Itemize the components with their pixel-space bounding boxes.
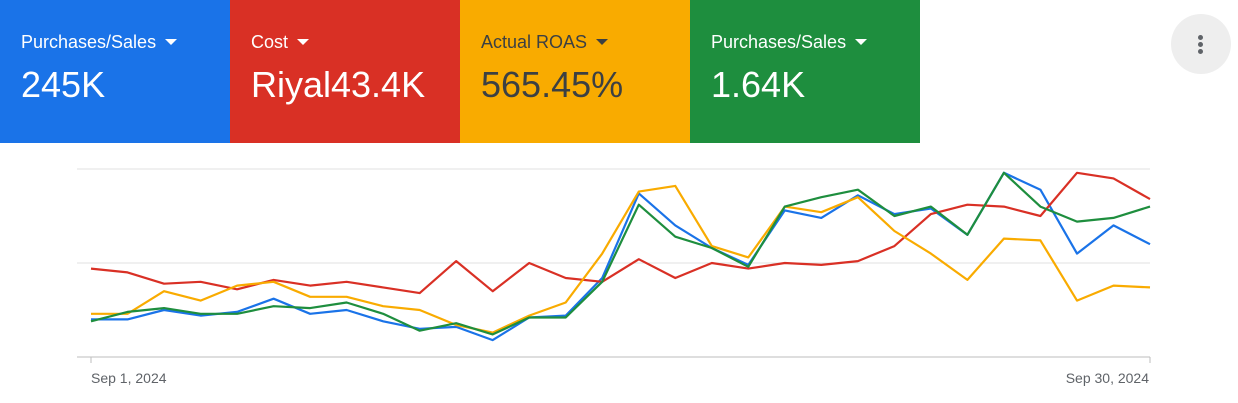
scorecard-cost[interactable]: Cost Riyal43.4K bbox=[230, 0, 460, 143]
scorecard-label: Actual ROAS bbox=[481, 32, 588, 52]
scorecard-value: 1.64K bbox=[711, 64, 806, 105]
series-line-1 bbox=[91, 171, 1151, 342]
x-tick-label-start: Sep 1, 2024 bbox=[91, 370, 167, 386]
chart-series bbox=[90, 171, 1151, 342]
caret-down-icon[interactable] bbox=[855, 39, 868, 45]
series-line-3 bbox=[91, 184, 1151, 334]
scorecard-label: Purchases/Sales bbox=[711, 32, 847, 52]
scorecard-label: Purchases/Sales bbox=[21, 32, 157, 52]
more-vert-icon bbox=[1198, 42, 1203, 47]
scorecard-purchases-sales[interactable]: Purchases/Sales 245K bbox=[0, 0, 230, 143]
caret-down-icon[interactable] bbox=[297, 39, 310, 45]
x-tick-label-end: Sep 30, 2024 bbox=[1066, 370, 1150, 386]
scorecard-row: Purchases/Sales 245K Cost Riyal43.4K Act… bbox=[0, 0, 920, 143]
scorecard-header[interactable]: Purchases/Sales bbox=[711, 30, 920, 54]
caret-down-icon[interactable] bbox=[165, 39, 178, 45]
scorecard-header[interactable]: Cost bbox=[251, 30, 460, 54]
scorecard-actual-roas[interactable]: Actual ROAS 565.45% bbox=[460, 0, 690, 143]
scorecard-label: Cost bbox=[251, 32, 289, 52]
line-chart: Sep 1, 2024 Sep 30, 2024 bbox=[77, 168, 1151, 386]
scorecard-header[interactable]: Purchases/Sales bbox=[21, 30, 230, 54]
more-vert-icon bbox=[1198, 35, 1203, 40]
scorecard-value: 245K bbox=[21, 64, 106, 105]
more-options-button[interactable] bbox=[1171, 14, 1231, 74]
caret-down-icon[interactable] bbox=[596, 39, 609, 45]
scorecard-value: 565.45% bbox=[481, 64, 624, 105]
series-line-4 bbox=[90, 171, 1151, 336]
scorecard-purchases-sales-2[interactable]: Purchases/Sales 1.64K bbox=[690, 0, 920, 143]
scorecard-value: Riyal43.4K bbox=[251, 64, 426, 105]
scorecard-header[interactable]: Actual ROAS bbox=[481, 30, 690, 54]
chart-grid bbox=[77, 168, 1151, 363]
more-vert-icon bbox=[1198, 49, 1203, 54]
